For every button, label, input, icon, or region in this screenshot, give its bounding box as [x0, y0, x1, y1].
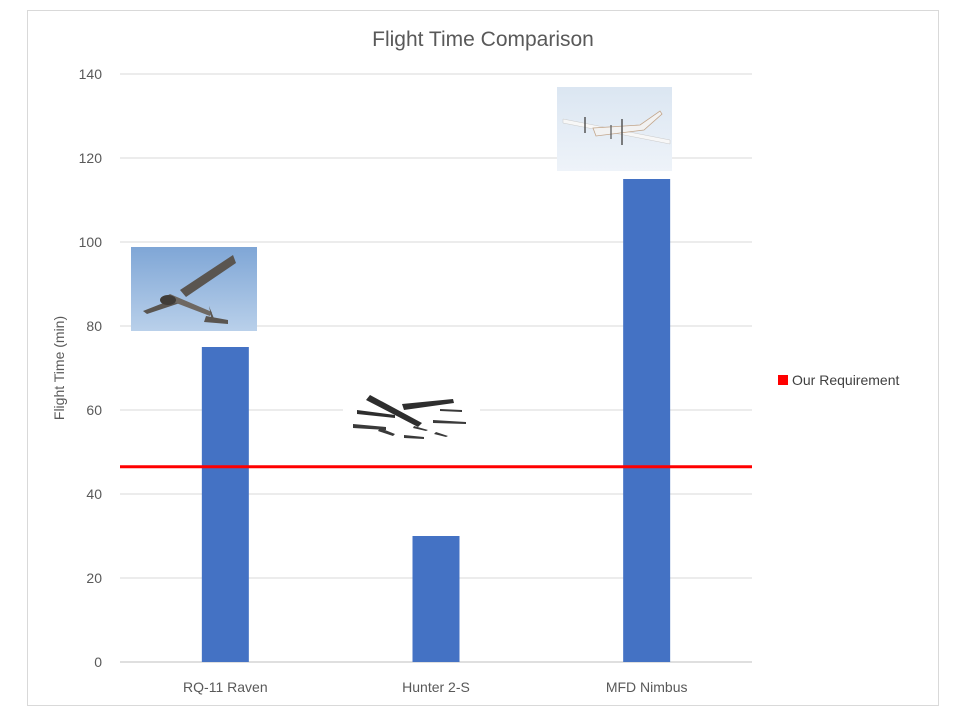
nimbus-aircraft-image — [557, 87, 672, 171]
y-tick-label: 120 — [79, 150, 103, 166]
y-axis-label: Flight Time (min) — [51, 316, 67, 420]
legend-swatch-our-requirement — [778, 375, 788, 385]
x-tick-label: RQ-11 Raven — [183, 679, 268, 695]
bar — [201, 347, 249, 662]
chart-frame — [27, 10, 939, 706]
chart-title: Flight Time Comparison — [372, 28, 594, 51]
bar — [412, 536, 460, 662]
y-tick-label: 20 — [86, 570, 102, 586]
legend: Our Requirement — [778, 372, 899, 388]
y-tick-label: 100 — [79, 234, 103, 250]
bars — [201, 179, 671, 662]
bar — [623, 179, 671, 662]
legend-label-our-requirement: Our Requirement — [792, 372, 899, 388]
y-axis-ticks: 0 20 40 60 80 100 120 140 — [79, 66, 103, 670]
y-tick-label: 80 — [86, 318, 102, 334]
raven-aircraft-image — [131, 247, 257, 331]
y-tick-label: 40 — [86, 486, 102, 502]
y-tick-label: 140 — [79, 66, 103, 82]
x-tick-label: Hunter 2-S — [402, 679, 470, 695]
y-tick-label: 0 — [94, 654, 102, 670]
x-tick-label: MFD Nimbus — [606, 679, 688, 695]
x-axis-categories: RQ-11 Raven Hunter 2-S MFD Nimbus — [183, 679, 687, 695]
hunter-aircraft-image — [343, 386, 480, 448]
y-tick-label: 60 — [86, 402, 102, 418]
